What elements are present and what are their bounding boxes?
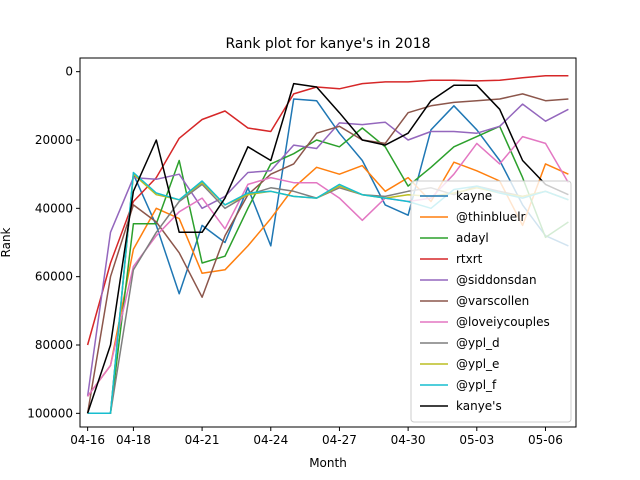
x-tick-label: 04-24 (253, 433, 288, 447)
x-tick-label: 04-18 (116, 433, 151, 447)
legend-box (410, 180, 572, 423)
x-axis: 04-16 04-18 04-21 04-24 04-27 04-30 05-03 05-06 (70, 427, 563, 447)
series-line-adayl (87, 125, 569, 415)
x-tick-label: 04-27 (322, 433, 357, 447)
x-tick-label: 04-30 (391, 433, 426, 447)
legend-entry: @loveiycouples (456, 315, 550, 329)
x-tick-label: 04-16 (70, 433, 105, 447)
legend-entry: adayl (456, 231, 489, 245)
series-line-thinbluelr (86, 161, 569, 397)
legend-entry: @varscollen (456, 294, 529, 308)
x-tick-label: 04-21 (185, 433, 220, 447)
y-axis: 0 20000 40000 60000 80000 100000 (27, 65, 80, 420)
chart-title: Rank plot for kanye's in 2018 (225, 36, 430, 52)
legend-entry: @ypl_d (456, 336, 500, 350)
x-axis-label: Month (309, 456, 347, 470)
legend-entry: @ypl_e (456, 357, 499, 371)
legend-entry: @thinbluelr (456, 210, 526, 224)
series-line-kanye-s (86, 82, 569, 414)
series-line-rtxrt (86, 75, 569, 346)
y-tick-label: 0 (65, 65, 73, 79)
x-tick-label: 05-03 (459, 433, 494, 447)
series-line-siddonsdan (86, 103, 569, 397)
y-tick-label: 80000 (35, 338, 73, 352)
series-line-kayne (87, 98, 569, 415)
y-axis-label: Rank (0, 227, 13, 257)
y-tick-label: 40000 (35, 201, 73, 215)
series-line-varscollen (86, 93, 569, 414)
x-tick-label: 05-06 (528, 433, 563, 447)
legend-entry: rtxrt (456, 252, 483, 266)
legend-entry: @ypl_f (456, 378, 497, 392)
y-tick-label: 100000 (27, 406, 73, 420)
legend: kayne @thinbluelr adayl rtxrt @siddonsdan @va… (410, 180, 572, 423)
y-tick-label: 60000 (35, 270, 73, 284)
legend-entry: @siddonsdan (456, 273, 537, 287)
plot-frame (79, 57, 577, 428)
legend-entry: kayne (456, 189, 492, 203)
legend-entry: kanye's (456, 399, 502, 413)
y-tick-label: 20000 (35, 133, 73, 147)
